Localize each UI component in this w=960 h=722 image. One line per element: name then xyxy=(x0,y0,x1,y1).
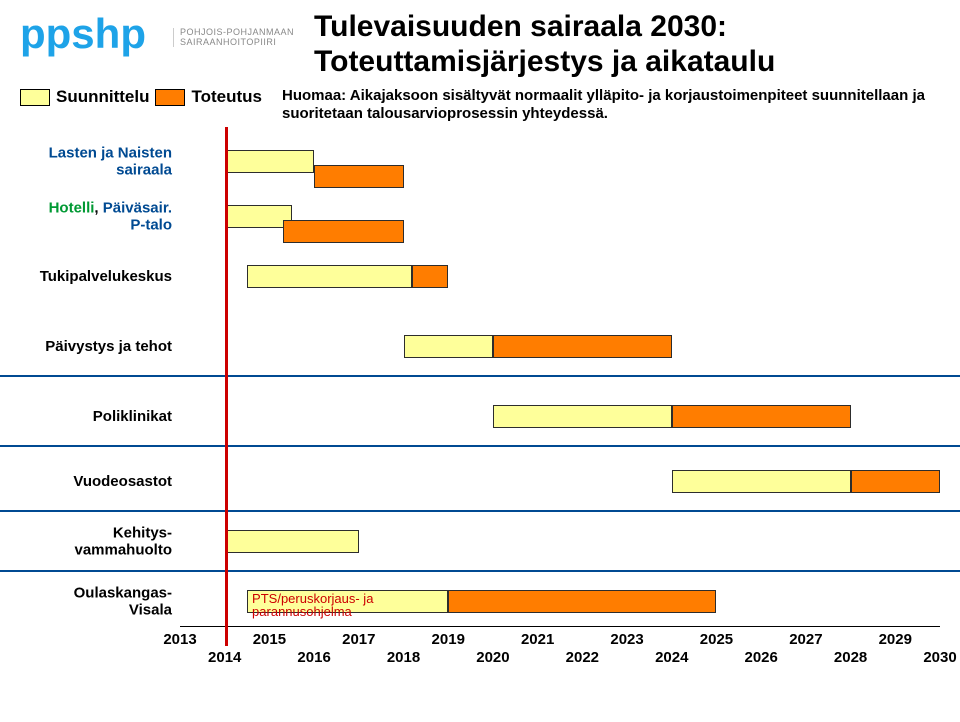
axis-tick: 2026 xyxy=(744,649,777,666)
svg-text:ppshp: ppshp xyxy=(20,10,146,57)
axis-tick: 2022 xyxy=(566,649,599,666)
row-label: Lasten ja Naisten sairaala xyxy=(5,146,180,179)
axis-tick: 2013 xyxy=(163,631,196,648)
row-tukipalvelu: Tukipalvelukeskus xyxy=(180,277,940,278)
bar-exec xyxy=(851,470,940,493)
axis-tick: 2030 xyxy=(923,649,956,666)
axis-tick: 2017 xyxy=(342,631,375,648)
bar-plan xyxy=(672,470,851,493)
section-divider xyxy=(0,570,960,572)
row-label: Hotelli, Päiväsair.P-talo xyxy=(5,201,180,234)
axis-tick: 2029 xyxy=(879,631,912,648)
today-marker xyxy=(225,127,228,646)
row-poliklinikat: Poliklinikat xyxy=(180,417,940,418)
axis-tick: 2027 xyxy=(789,631,822,648)
row-paivystys: Päivystys ja tehot xyxy=(180,347,940,348)
axis-tick: 2018 xyxy=(387,649,420,666)
row-label: Kehitys-vammahuolto xyxy=(5,526,180,559)
page-title: Tulevaisuuden sairaala 2030: Toteuttamis… xyxy=(314,10,940,79)
bar-exec xyxy=(493,335,672,358)
axis-tick: 2024 xyxy=(655,649,688,666)
legend-label-exec: Toteutus xyxy=(191,87,262,107)
row-lasten-naisten: Lasten ja Naisten sairaala xyxy=(180,162,940,163)
legend-label-plan: Suunnittelu xyxy=(56,87,149,107)
bar-exec xyxy=(314,165,403,188)
bar-exec xyxy=(412,265,448,288)
row-kehitysvamma: Kehitys-vammahuolto xyxy=(180,542,940,543)
axis-tick: 2023 xyxy=(610,631,643,648)
gantt-chart: Lasten ja Naisten sairaala Hotelli, Päivä… xyxy=(180,127,940,627)
axis-tick: 2025 xyxy=(700,631,733,648)
axis-tick: 2016 xyxy=(297,649,330,666)
axis-tick: 2021 xyxy=(521,631,554,648)
row-label: Poliklinikat xyxy=(5,409,180,426)
bar-exec xyxy=(672,405,851,428)
section-divider xyxy=(0,510,960,512)
bar-plan xyxy=(247,265,412,288)
logo-mark: ppshp xyxy=(20,10,165,65)
bar-plan xyxy=(493,405,672,428)
row-label: Tukipalvelukeskus xyxy=(5,269,180,286)
bar-exec xyxy=(448,590,716,613)
row-label: Päivystys ja tehot xyxy=(5,339,180,356)
legend-swatch-exec xyxy=(155,89,185,106)
x-axis: 2013201520172019202120232025202720292014… xyxy=(180,631,940,671)
section-divider xyxy=(0,375,960,377)
axis-tick: 2014 xyxy=(208,649,241,666)
bar-exec xyxy=(283,220,404,243)
bar-plan xyxy=(225,150,314,173)
axis-tick: 2020 xyxy=(476,649,509,666)
axis-tick: 2019 xyxy=(432,631,465,648)
bar-plan: PTS/peruskorjaus- japarannusohjelma xyxy=(247,590,448,613)
section-divider xyxy=(0,445,960,447)
bar-label: PTS/peruskorjaus- japarannusohjelma xyxy=(252,592,373,618)
axis-tick: 2015 xyxy=(253,631,286,648)
axis-tick: 2028 xyxy=(834,649,867,666)
legend-swatch-plan xyxy=(20,89,50,106)
bar-plan xyxy=(404,335,493,358)
note-text: Huomaa: Aikajaksoon sisältyvät normaalit… xyxy=(262,87,940,123)
row-label: Vuodeosastot xyxy=(5,474,180,491)
row-oulaskangas: Oulaskangas-VisalaPTS/peruskorjaus- japa… xyxy=(180,602,940,603)
legend: Suunnittelu Toteutus xyxy=(20,87,262,107)
logo-subtitle: POHJOIS-POHJANMAAN SAIRAANHOITOPIIRI xyxy=(173,28,294,48)
bar-plan xyxy=(225,205,292,228)
row-label: Oulaskangas-Visala xyxy=(5,586,180,619)
bar-plan xyxy=(225,530,359,553)
row-hotelli-ptalo: Hotelli, Päiväsair.P-talo xyxy=(180,217,940,218)
row-vuodeosastot: Vuodeosastot xyxy=(180,482,940,483)
logo: ppshp POHJOIS-POHJANMAAN SAIRAANHOITOPII… xyxy=(20,10,294,65)
